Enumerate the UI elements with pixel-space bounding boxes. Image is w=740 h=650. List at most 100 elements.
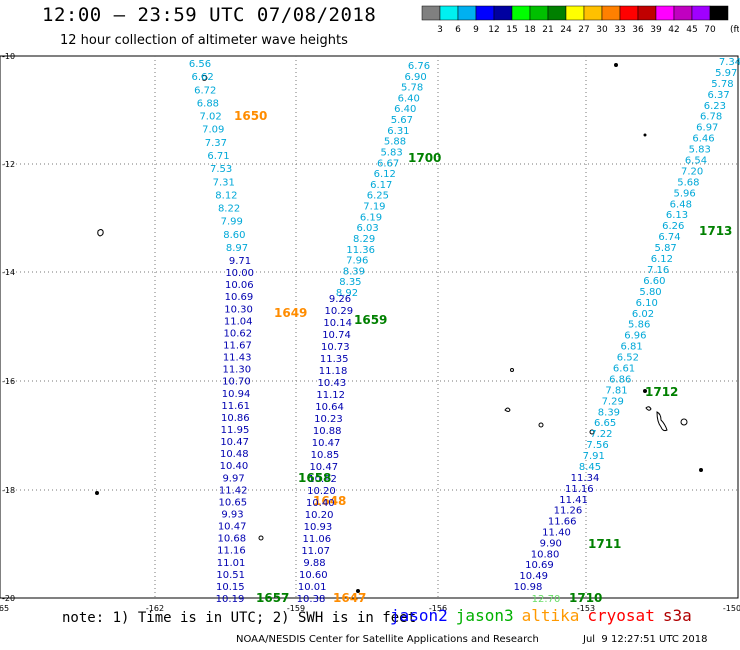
axis-tick-labels: -165 -162 -159 -156 -153 -150 -10 -12 -14 -16 -18 -… [0,52,740,613]
colorbar-tick: 18 [524,25,536,35]
wave-height-value: 11.30 [222,365,251,376]
wave-height-value: 6.74 [658,232,680,243]
wave-height-value: 5.97 [715,68,737,79]
wave-height-value: 10.47 [309,462,338,473]
y-tick-label: -14 [2,268,15,277]
wave-height-value: 11.40 [542,528,571,539]
wave-height-value: 9.26 [329,294,351,305]
pass-time-label: 1700 [408,151,441,165]
island [95,491,99,495]
island [643,133,647,137]
wave-height-value: 10.40 [306,498,335,509]
y-tick-label: -16 [2,377,15,386]
wave-height-value: 10.49 [519,571,548,582]
x-tick-label: -165 [0,604,9,613]
wave-height-value: 6.86 [609,374,631,385]
wave-height-value: 6.40 [394,104,416,115]
colorbar-tick: 33 [614,25,625,35]
wave-height-value: 10.60 [299,570,328,581]
pass-time-label: 1650 [234,109,267,123]
island [201,74,208,81]
pass-time-label: 1649 [274,306,307,320]
wave-height-value: 5.78 [401,83,423,94]
wave-height-value: 10.00 [225,268,254,279]
island [510,368,514,372]
wave-height-value: 6.56 [189,59,211,70]
wave-height-value: 6.10 [636,298,658,309]
wave-height-value: 8.29 [353,234,375,245]
wave-height-value: 11.61 [221,401,250,412]
wave-height-value: 10.06 [225,280,254,291]
legend-entry: jason3 [455,606,514,625]
wave-height-value: 9.90 [540,538,562,549]
wave-height-value: 10.93 [304,522,333,533]
wave-height-value: 10.01 [298,582,327,593]
wave-height-value: 6.72 [194,85,216,96]
map-frame [0,55,739,599]
colorbar-tick: 9 [473,25,479,35]
footer-timestamp: Jul 9 12:27:51 UTC 2018 [583,634,708,645]
wave-height-value: 7.53 [210,164,232,175]
wave-height-value: 5.68 [677,177,699,188]
x-tick-label: -162 [146,604,164,613]
wave-height-value: 7.91 [583,451,605,462]
colorbar-tick: 3 [437,25,443,35]
wave-height-value: 8.92 [336,288,358,299]
wave-height-value: 11.42 [219,485,248,496]
wave-height-value: 10.23 [314,414,343,425]
wave-height-value: 6.65 [594,418,616,429]
wave-height-value: 10.92 [308,474,337,485]
y-tick-label: -18 [2,486,15,495]
wave-height-value: 7.29 [602,396,624,407]
wave-height-value: 6.96 [624,331,646,342]
y-tick-label: -12 [2,160,15,169]
wave-height-value: 7.19 [363,202,385,213]
wave-height-value: 7.31 [213,177,235,188]
wave-height-value: 8.22 [218,204,240,215]
pass-time-label: 1713 [699,224,732,238]
wave-height-value: 5.83 [689,145,711,156]
wave-height-value: 7.16 [647,265,669,276]
wave-height-value: 11.16 [217,546,246,557]
wave-height-value: 10.20 [307,486,336,497]
wave-height-value: 6.17 [370,180,392,191]
wave-height-value: 7.96 [346,256,368,267]
footer-credit: NOAA/NESDIS Center for Satellite Applica… [236,634,539,645]
island [538,422,544,428]
legend-entry: altika [521,606,580,625]
wave-height-value: 6.97 [696,123,718,134]
wave-height-value: 5.86 [628,320,650,331]
wave-height-value: 6.67 [377,158,399,169]
wave-height-value: 11.26 [554,506,583,517]
wave-height-value: 10.15 [216,582,245,593]
wave-height-value: 11.66 [548,517,577,528]
wave-height-value: 7.22 [590,429,612,440]
map-gridlines [0,56,738,598]
satellite-legend: jason2 jason3 altika cryosat s3a [390,606,700,625]
wave-height-value: 5.80 [639,287,661,298]
wave-height-value: 10.20 [305,510,334,521]
wave-height-value: 10.88 [313,426,342,437]
wave-height-value: 5.87 [655,243,677,254]
wave-height-value: 11.95 [221,425,250,436]
pass-time-label: 1648 [313,494,346,508]
wave-height-value: 10.47 [220,437,249,448]
colorbar-unit: (ft) [730,25,739,35]
x-tick-label: -150 [723,604,740,613]
wave-height-value: 10.30 [224,304,253,315]
wave-height-value: 8.39 [598,407,620,418]
island [97,229,104,237]
island [645,406,652,411]
wave-height-value: 10.14 [323,318,352,329]
wave-height-value: 6.78 [700,112,722,123]
colorbar-tick: 27 [578,25,589,35]
island [680,418,688,426]
wave-height-value: 10.40 [220,461,249,472]
wave-height-value: 6.48 [670,199,692,210]
wave-height-value: 11.67 [223,341,252,352]
wave-height-value: 7.09 [202,125,224,136]
wave-height-value: 10.69 [525,560,554,571]
wave-height-value: 10.70 [222,377,251,388]
page-title: 12:00 – 23:59 UTC 07/08/2018 [42,4,377,26]
